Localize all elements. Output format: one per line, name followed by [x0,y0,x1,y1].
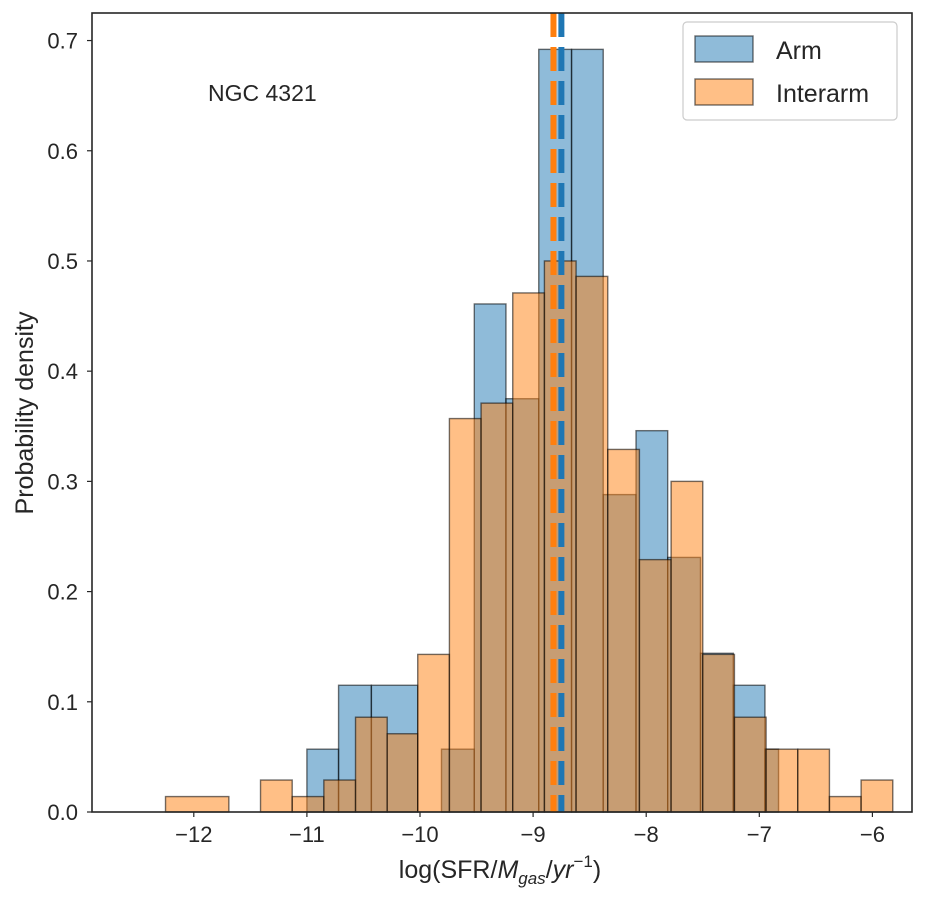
y-tick-label: 0.1 [47,690,78,715]
galaxy-annotation: NGC 4321 [208,80,317,106]
interarm-bar-18 [797,748,831,813]
x-axis-ticks: −12 −11 −10 −9 −8 −7 −6 [175,812,885,847]
interarm-bar-7 [448,417,482,813]
interarm-bar-19 [828,795,862,813]
y-tick-label: 0.3 [47,469,78,494]
legend-swatch-interarm [694,78,754,106]
interarm-bar-5 [386,733,419,813]
y-tick-label: 0.6 [47,139,78,164]
y-tick-label: 0.5 [47,249,78,274]
x-axis-label-slash: / [546,856,553,884]
interarm-bar-15 [702,653,736,813]
y-axis-label: Probability density [11,311,39,514]
y-axis-ticks: 0.0 0.1 0.2 0.3 0.4 0.5 0.6 0.7 [47,29,92,825]
x-axis-label-suffix: ) [593,856,601,884]
interarm-bar-11 [575,275,609,813]
interarm-bar-1 [259,779,293,813]
x-axis-label-gas: gas [518,869,546,888]
y-tick-label: 0.7 [47,29,78,54]
x-axis-label-exponent: −1 [573,852,592,871]
interarm-bar-8 [480,402,514,813]
x-tick-label: −10 [401,822,438,847]
interarm-bar-3 [323,779,357,813]
x-axis-label-prefix: log(SFR/ [399,856,498,884]
x-tick-label: −6 [860,822,885,847]
x-tick-label: −8 [634,822,659,847]
x-tick-label: −12 [175,822,212,847]
interarm-bar-0 [164,795,230,813]
interarm-bar-2 [291,795,325,813]
interarm-bar-16 [733,716,767,813]
median-lines [550,13,565,812]
axes-frame [91,12,913,813]
x-axis-label-yr: yr [551,856,576,884]
interarm-bar-13 [638,558,672,813]
y-tick-label: 0.2 [47,580,78,605]
y-tick-label: 0.0 [47,800,78,825]
x-tick-label: −11 [289,822,325,847]
plot-bars [164,48,894,813]
y-tick-label: 0.4 [47,359,78,384]
interarm-bar-9 [512,292,546,813]
legend-swatch-arm [694,35,754,63]
x-axis-label-m: M [497,856,518,884]
interarm-bar-14 [670,480,704,813]
x-axis-label: log(SFR/Mgas/yr−1) [399,852,601,888]
legend-label-arm: Arm [776,37,822,65]
legend-label-interarm: Interarm [776,80,869,108]
interarm-bar-20 [860,779,894,813]
interarm-bar-12 [607,448,641,813]
legend: Arm Interarm [682,21,898,121]
interarm-bar-4 [354,716,388,813]
interarm-bar-17 [765,748,799,813]
x-tick-label: −9 [521,822,546,847]
x-tick-label: −7 [747,822,772,847]
interarm-bar-6 [417,653,451,813]
